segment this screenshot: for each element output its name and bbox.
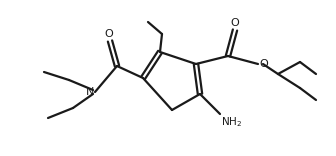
Text: O: O bbox=[230, 18, 239, 28]
Text: O: O bbox=[259, 59, 268, 69]
Text: NH$_2$: NH$_2$ bbox=[221, 115, 242, 129]
Text: O: O bbox=[104, 29, 113, 39]
Text: N: N bbox=[86, 87, 94, 97]
